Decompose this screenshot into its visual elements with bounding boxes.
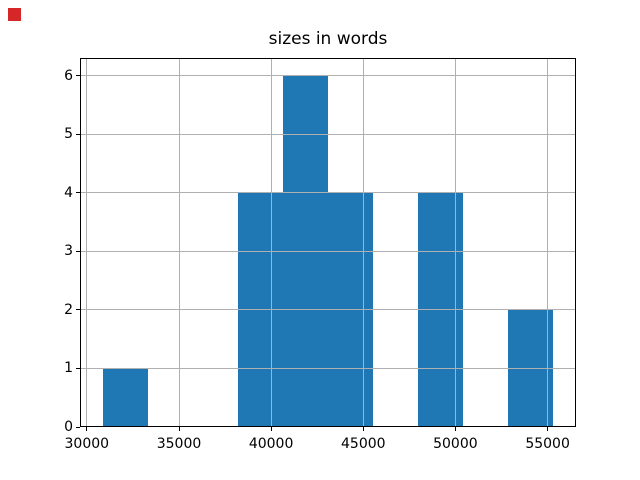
gridline-horizontal (80, 250, 576, 252)
gridline-horizontal (80, 192, 576, 194)
gridline-vertical (454, 58, 456, 427)
y-axis-tick (76, 309, 80, 311)
gridline-vertical (86, 58, 88, 427)
gridline-vertical (547, 58, 549, 427)
gridline-horizontal (80, 367, 576, 369)
y-axis-tick (76, 133, 80, 135)
x-axis-tick (86, 427, 88, 431)
y-axis-tick-label: 4 (64, 184, 73, 201)
gridline-horizontal (80, 133, 576, 135)
x-axis-tick-label: 50000 (433, 436, 478, 452)
y-axis-tick-label: 5 (64, 126, 73, 143)
y-axis-tick (76, 367, 80, 369)
gridline-horizontal (80, 309, 576, 311)
x-axis-tick (547, 427, 549, 431)
chart-title: sizes in words (268, 29, 388, 49)
x-axis-tick-label: 35000 (156, 436, 202, 452)
y-axis-tick-label: 2 (64, 301, 73, 318)
gridline-horizontal (80, 75, 576, 77)
y-axis-tick (76, 426, 80, 428)
histogram-bar (102, 368, 148, 427)
gridline-vertical (270, 58, 272, 427)
x-axis-tick-label: 40000 (248, 436, 294, 452)
x-axis-tick-label: 45000 (341, 436, 386, 452)
x-axis-tick (178, 427, 180, 431)
red-square-marker (8, 8, 21, 21)
gridline-vertical (362, 58, 364, 427)
y-axis-tick-label: 1 (64, 360, 73, 377)
x-axis-tick (362, 427, 364, 431)
y-axis-tick (76, 75, 80, 77)
x-axis-tick-label: 30000 (64, 436, 110, 452)
y-axis-tick-label: 0 (64, 419, 73, 435)
y-axis-tick (76, 192, 80, 194)
x-axis-tick (454, 427, 456, 431)
x-axis-tick-label: 55000 (525, 436, 570, 452)
y-axis-tick (76, 250, 80, 252)
y-axis-tick-label: 3 (64, 243, 73, 260)
y-axis-tick-label: 6 (64, 67, 73, 84)
gridline-vertical (178, 58, 180, 427)
x-axis-tick (270, 427, 272, 431)
